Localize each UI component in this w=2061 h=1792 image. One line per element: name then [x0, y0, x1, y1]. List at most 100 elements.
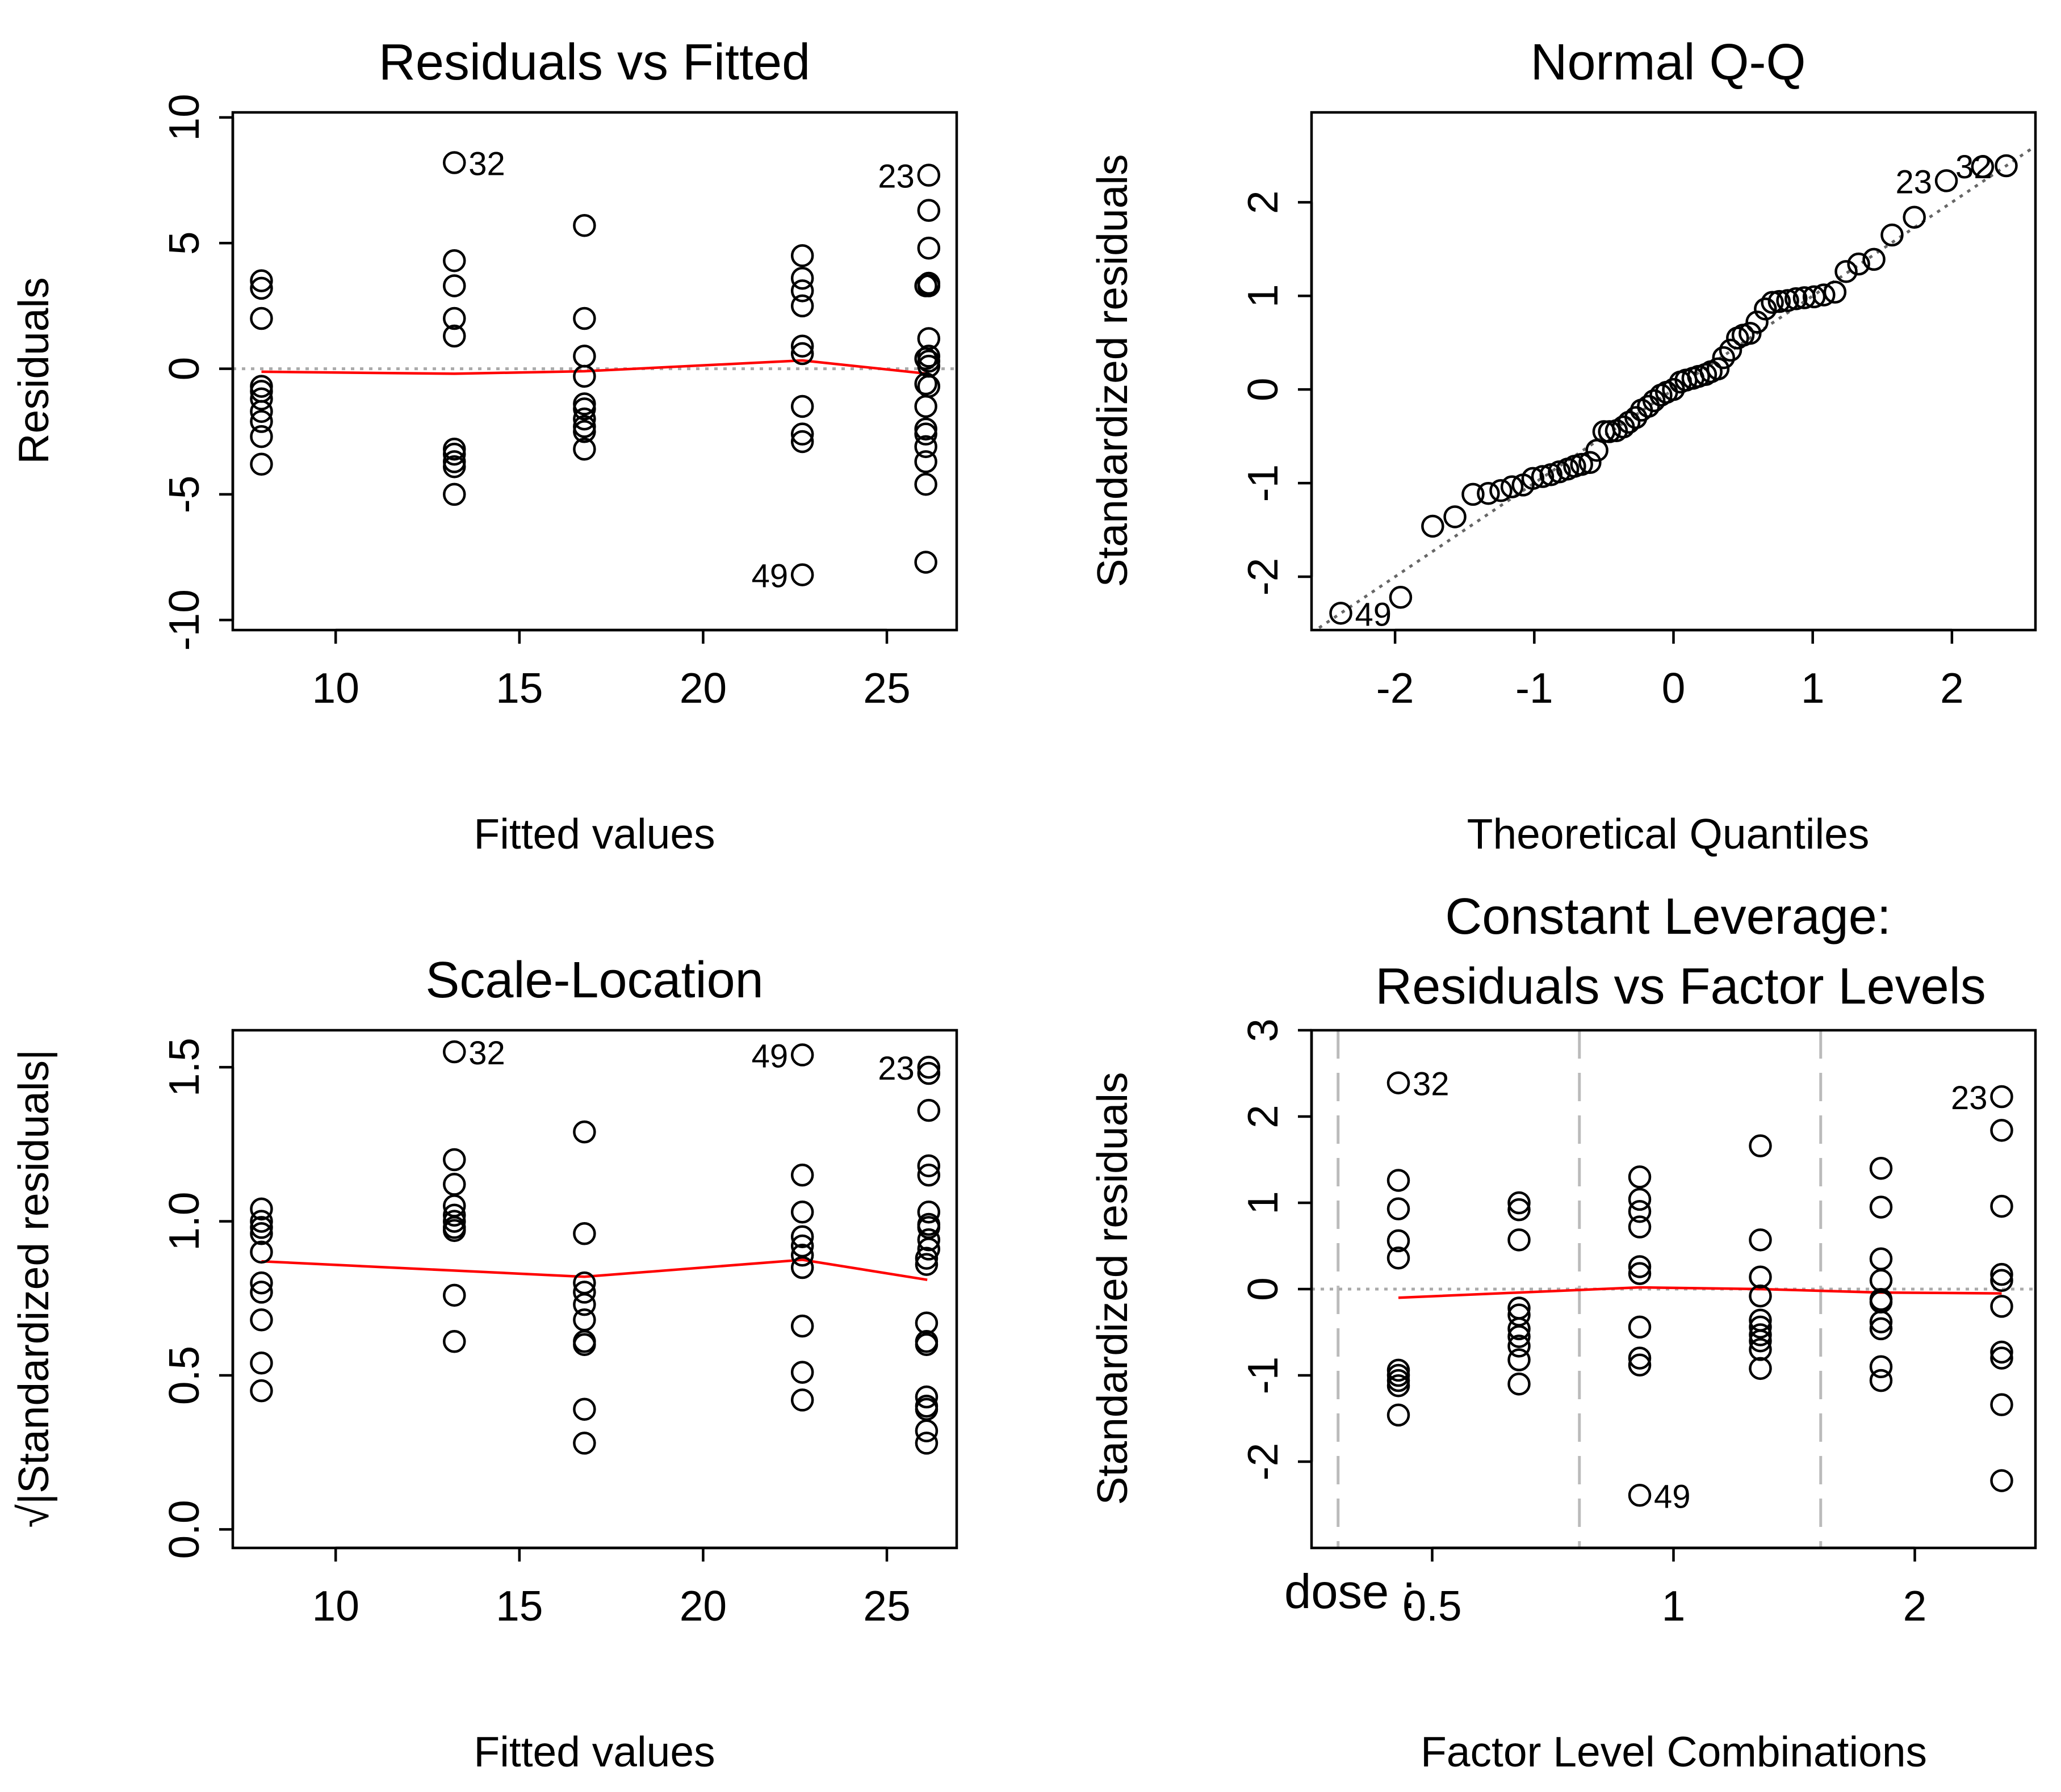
- lev-y-tick-label: 1: [1239, 1191, 1287, 1215]
- rvf-data-point: [914, 551, 937, 574]
- qq-plot-area: 49 23 32 -2 -1 0 1 2 -2 -1 0 1 2: [1239, 111, 2037, 712]
- qq-data-point: [1847, 252, 1870, 276]
- sl-data-point: [573, 1281, 596, 1304]
- qq-data-point: [1971, 155, 1995, 178]
- lev-data-point: [1628, 1199, 1652, 1223]
- sl-data-point: [573, 1222, 596, 1245]
- sl-point-label: 23: [878, 1050, 915, 1087]
- sl-data-point: [790, 1314, 814, 1338]
- qq-data-point: [1784, 287, 1808, 310]
- lev-data-point: [1990, 1340, 2013, 1364]
- qq-x-tick-label: -1: [1515, 664, 1553, 712]
- qq-data-point: [1489, 479, 1513, 502]
- sl-data-point: [443, 1040, 466, 1064]
- sl-data-point: [915, 1333, 939, 1356]
- sl-data-point: [790, 1244, 814, 1267]
- qq-data-point: [1461, 482, 1485, 506]
- lev-data-point: [1869, 1355, 1893, 1379]
- qq-y-tick-label: -1: [1239, 464, 1287, 502]
- qq-y-tick-label: 0: [1239, 377, 1287, 401]
- sl-data-point: [915, 1385, 939, 1409]
- lev-data-point: [1386, 1169, 1410, 1192]
- rvf-title: Residuals vs Fitted: [379, 34, 810, 91]
- sl-x-tick-label: 20: [680, 1582, 727, 1630]
- lev-data-point: [1507, 1334, 1531, 1358]
- sl-data-point: [573, 1432, 596, 1455]
- qq-data-point: [1712, 346, 1736, 370]
- lev-data-point: [1507, 1317, 1531, 1341]
- rvf-x-tick-label: 15: [496, 664, 543, 712]
- rvf-data-point: [790, 395, 814, 418]
- sl-x-tick-label: 25: [863, 1582, 910, 1630]
- rvf-data-point: [790, 422, 814, 446]
- sl-data-point: [790, 1201, 814, 1224]
- lev-data-point: [1749, 1265, 1772, 1289]
- rvf-data-point: [790, 334, 814, 358]
- lev-data-point: [1749, 1338, 1772, 1361]
- sl-point-label: 32: [468, 1035, 505, 1072]
- qq-data-point: [1329, 602, 1352, 625]
- qq-data-point: [1706, 357, 1730, 381]
- rvf-data-point: [250, 425, 273, 448]
- rvf-point-label: 32: [468, 146, 505, 183]
- lev-y-tick-label: 2: [1239, 1105, 1287, 1128]
- rvf-x-tick-label: 10: [312, 664, 359, 712]
- sl-data-point: [915, 1247, 939, 1270]
- rvf-data-point: [443, 307, 466, 330]
- lev-data-point: [1990, 1295, 2013, 1318]
- sl-y-tick-label: 0.5: [160, 1346, 208, 1405]
- lev-data-point: [1628, 1255, 1652, 1278]
- lev-point-label: 49: [1654, 1478, 1691, 1515]
- qq-ylabel: Standardized residuals: [1088, 154, 1136, 587]
- qq-x-tick-label: 2: [1940, 664, 1964, 712]
- rvf-data-point: [914, 422, 937, 446]
- rvf-data-point: [573, 407, 596, 431]
- sl-data-point: [917, 1163, 941, 1187]
- lev-y-tick-label: 3: [1239, 1018, 1287, 1042]
- qq-y-tick-label: 1: [1239, 284, 1287, 308]
- rvf-y-tick-label: 0: [160, 357, 208, 381]
- lev-data-point: [1869, 1195, 1893, 1219]
- lev-data-point: [1386, 1403, 1410, 1427]
- lev-data-point: [1990, 1262, 2013, 1286]
- lev-data-point: [1990, 1194, 2013, 1218]
- rvf-data-point: [573, 397, 596, 421]
- lev-data-point: [1507, 1191, 1531, 1215]
- lev-data-point: [1869, 1156, 1893, 1180]
- rvf-data-point: [250, 269, 273, 292]
- sl-data-point: [250, 1352, 273, 1375]
- sl-data-point: [573, 1397, 596, 1421]
- sl-y-tick-label: 1.0: [160, 1191, 208, 1250]
- qq-data-point: [1767, 289, 1791, 313]
- sl-data-point: [443, 1210, 466, 1233]
- sl-data-point: [790, 1225, 814, 1248]
- sl-data-point: [250, 1281, 273, 1304]
- sl-y-tick-label: 0.0: [160, 1500, 208, 1559]
- qq-point-label: 49: [1355, 596, 1392, 633]
- lev-data-point: [1628, 1353, 1652, 1377]
- lev-inner: [1312, 1030, 2035, 1548]
- qq-data-point: [1389, 586, 1413, 609]
- sl-data-point: [915, 1419, 939, 1442]
- sl-title: Scale-Location: [425, 952, 763, 1009]
- lev-y-tick-label: 0: [1239, 1277, 1287, 1301]
- rvf-data-point: [250, 307, 273, 330]
- sl-data-point: [915, 1432, 939, 1455]
- qq-y-tick-label: -2: [1239, 558, 1287, 596]
- rvf-data-point: [914, 372, 937, 396]
- qq-data-point: [1995, 154, 2018, 178]
- rvf-data-point: [790, 266, 814, 290]
- qq-point-label: 32: [1955, 149, 1992, 186]
- lev-data-point: [1990, 1085, 2013, 1109]
- lev-data-point: [1507, 1325, 1531, 1348]
- lev-data-point: [1628, 1262, 1652, 1285]
- qq-data-point: [1812, 283, 1836, 307]
- sl-data-point: [790, 1388, 814, 1412]
- sl-data-point: [250, 1308, 273, 1332]
- qq-data-point: [1521, 467, 1545, 490]
- lev-data-point: [1628, 1215, 1652, 1239]
- rvf-data-point: [250, 387, 273, 410]
- lev-data-point: [1386, 1229, 1410, 1253]
- qq-data-point: [1719, 338, 1742, 362]
